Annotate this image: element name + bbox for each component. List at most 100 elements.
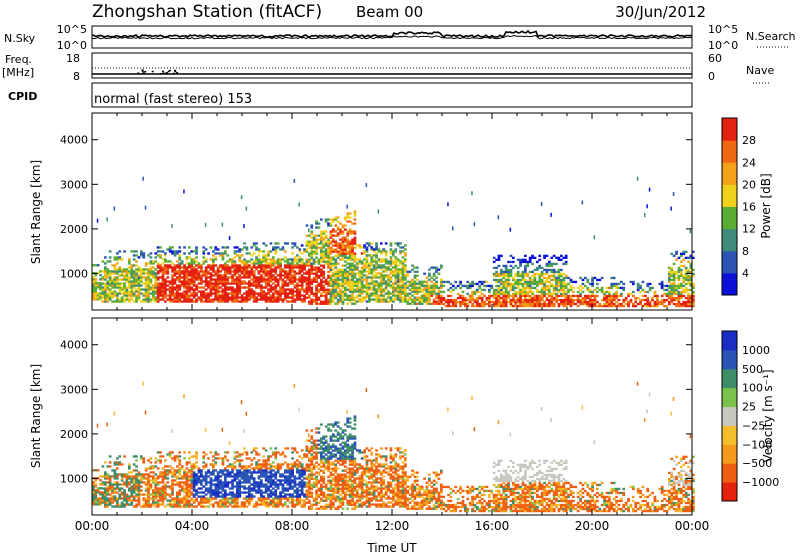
power-cell	[200, 300, 203, 303]
power-cell	[358, 298, 362, 301]
power-cell	[370, 298, 374, 301]
power-cell	[276, 258, 280, 261]
power-cell	[348, 240, 352, 243]
power-cell	[567, 294, 570, 298]
power-cell	[588, 304, 592, 308]
velocity-cell	[96, 487, 100, 490]
power-cell	[312, 236, 316, 239]
power-cell	[166, 284, 170, 287]
power-cell	[372, 254, 376, 257]
power-cell	[315, 292, 318, 295]
power-cell	[334, 216, 338, 219]
power-cell	[159, 288, 162, 291]
power-cell	[111, 300, 114, 303]
power-cell	[394, 250, 398, 253]
power-cell	[327, 276, 330, 279]
power-cell	[545, 270, 549, 274]
velocity-cell	[111, 487, 114, 490]
power-cell	[656, 298, 659, 302]
power-cell	[334, 272, 338, 275]
power-cell	[351, 282, 354, 285]
power-cell	[471, 284, 474, 288]
velocity-cell	[132, 505, 136, 508]
velocity-cell	[92, 489, 95, 492]
power-cell	[387, 296, 390, 299]
power-cell	[156, 300, 160, 303]
power-cell	[692, 294, 695, 298]
power-cell	[473, 292, 477, 296]
power-cell	[675, 302, 678, 306]
power-cell	[312, 250, 316, 253]
power-cell	[142, 176, 144, 181]
velocity-cell	[161, 455, 165, 458]
velocity-cell	[221, 501, 225, 504]
power-cell	[183, 270, 186, 273]
velocity-cell	[166, 493, 170, 496]
power-cell	[488, 300, 491, 304]
power-cell	[526, 300, 530, 304]
power-cell	[562, 278, 566, 282]
velocity-cell	[161, 493, 165, 496]
power-cell	[401, 266, 405, 269]
power-cell	[348, 280, 352, 283]
power-cell	[600, 276, 604, 280]
power-cell	[147, 296, 150, 299]
power-cell	[353, 296, 357, 299]
velocity-cell	[99, 483, 102, 486]
power-cell	[308, 288, 311, 291]
power-cell	[588, 290, 592, 294]
power-cell	[106, 274, 110, 277]
power-cell	[341, 264, 345, 267]
power-cell	[411, 286, 414, 289]
velocity-cell	[135, 493, 138, 496]
power-cell	[348, 284, 352, 287]
power-cell	[687, 296, 690, 300]
power-cell	[296, 264, 299, 267]
power-cell	[416, 286, 419, 289]
power-cell	[536, 284, 539, 288]
power-cell	[279, 278, 282, 281]
power-cell	[226, 286, 230, 289]
power-cell	[536, 290, 539, 294]
power-cell	[344, 236, 347, 239]
power-cell	[238, 288, 242, 291]
velocity-cell	[164, 489, 167, 492]
velocity-cell	[108, 455, 112, 458]
power-cell	[365, 290, 369, 293]
power-cell	[197, 282, 201, 285]
power-cell	[370, 286, 374, 289]
velocity-cell	[156, 499, 160, 502]
power-cell	[305, 270, 309, 273]
power-cell	[260, 290, 263, 293]
power-cell	[677, 300, 681, 304]
velocity-cell	[178, 469, 182, 472]
power-cell	[430, 292, 434, 295]
power-cell	[192, 276, 196, 279]
power-cell	[257, 260, 261, 263]
power-cell	[149, 282, 153, 285]
power-cell	[538, 302, 542, 306]
power-cell	[317, 270, 321, 273]
power-cell	[291, 276, 294, 279]
velocity-cell	[144, 473, 148, 476]
power-cell	[404, 294, 407, 297]
power-cell	[509, 227, 512, 232]
power-cell	[334, 266, 338, 269]
power-cell	[360, 262, 364, 265]
power-cell	[416, 282, 419, 285]
nsky-strip-frame	[91, 25, 693, 49]
power-cell	[137, 276, 141, 279]
power-cell	[130, 272, 134, 275]
power-cell	[279, 292, 282, 295]
velocity-cell	[128, 503, 131, 506]
velocity-cell	[209, 495, 213, 498]
power-cell	[147, 270, 150, 273]
power-cell	[116, 252, 119, 255]
power-cell	[264, 296, 268, 299]
velocity-cell	[159, 497, 162, 500]
power-cell	[173, 296, 177, 299]
power-cell	[495, 300, 498, 304]
power-cell	[125, 278, 129, 281]
power-cell	[185, 258, 189, 261]
power-cell	[320, 238, 323, 241]
